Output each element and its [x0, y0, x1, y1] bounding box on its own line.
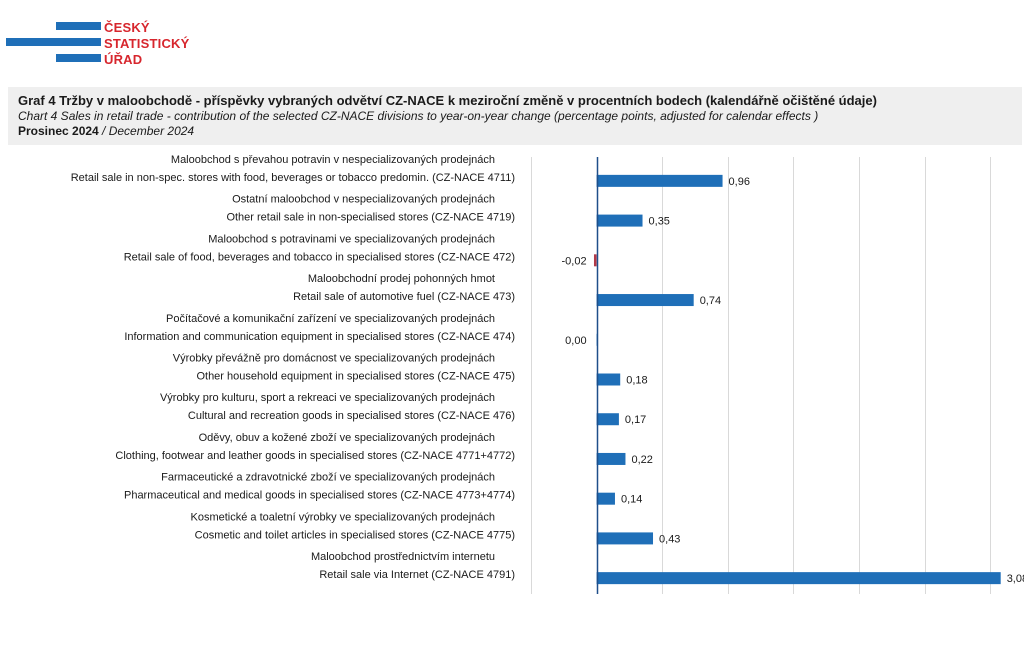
bar	[593, 254, 597, 267]
logo-bar-bottom	[56, 54, 101, 62]
csu-logo: ČESKÝ STATISTICKÝ ÚŘAD	[6, 18, 206, 70]
category-label-cz: Výrobky pro kulturu, sport a rekreaci ve…	[160, 392, 495, 404]
category-label-cz: Maloobchod prostřednictvím internetu	[311, 551, 495, 563]
category-label-cz: Maloobchod s převahou potravin v nespeci…	[171, 154, 495, 166]
data-label: -0,02	[562, 255, 587, 267]
bar	[596, 174, 723, 187]
category-label-cz: Počítačové a komunikační zařízení ve spe…	[166, 313, 495, 325]
chart-title-en: Chart 4 Sales in retail trade - contribu…	[18, 109, 819, 123]
category-label-en: Retail sale in non-spec. stores with foo…	[71, 172, 515, 184]
category-label-cz: Ostatní maloobchod v nespecializovaných …	[232, 194, 495, 206]
data-label: 0,22	[631, 454, 652, 466]
category-label-cz: Výrobky převážně pro domácnost ve specia…	[173, 353, 495, 365]
category-label-en: Other household equipment in specialised…	[196, 371, 515, 383]
logo-bar-top	[56, 22, 101, 30]
category-label-en: Clothing, footwear and leather goods in …	[115, 450, 515, 462]
category-label-en: Pharmaceutical and medical goods in spec…	[124, 490, 515, 502]
category-label-en: Retail sale of food, beverages and tobac…	[124, 251, 515, 263]
data-label: 0,18	[626, 375, 647, 387]
bar	[596, 294, 694, 307]
category-label-en: Other retail sale in non-specialised sto…	[226, 212, 515, 224]
category-label-cz: Maloobchod s potravinami ve specializova…	[208, 233, 495, 245]
chart-header: Graf 4 Tržby v maloobchodě - příspěvky v…	[8, 87, 1022, 145]
logo-bar-middle	[6, 38, 101, 46]
category-label-en: Cultural and recreation goods in special…	[188, 410, 515, 422]
chart-period: Prosinec 2024 / December 2024	[18, 124, 194, 138]
data-label: 0,96	[729, 176, 750, 188]
category-label-cz: Maloobchodní prodej pohonných hmot	[308, 273, 495, 285]
category-label-cz: Farmaceutické a zdravotnické zboží ve sp…	[161, 472, 495, 484]
period-cz: Prosinec 2024	[18, 124, 99, 138]
category-label-en: Cosmetic and toilet articles in speciali…	[195, 529, 515, 541]
bar	[596, 492, 615, 505]
bar	[596, 572, 1001, 585]
data-label: 0,43	[659, 533, 680, 545]
category-label-cz: Kosmetické a toaletní výrobky ve special…	[191, 511, 496, 523]
bar	[596, 532, 654, 545]
data-label: 0,35	[649, 216, 670, 228]
logo-line-2: STATISTICKÝ	[104, 36, 190, 51]
category-label-en: Information and communication equipment …	[124, 331, 515, 343]
bar	[596, 214, 643, 227]
bar	[596, 452, 626, 465]
logo-line-1: ČESKÝ	[104, 20, 150, 35]
category-label-cz: Oděvy, obuv a kožené zboží ve specializo…	[199, 432, 495, 444]
data-label: 0,17	[625, 414, 646, 426]
data-label: 0,14	[621, 494, 642, 506]
bar	[596, 413, 619, 426]
period-en: / December 2024	[98, 124, 195, 138]
data-label: 3,08	[1007, 573, 1024, 585]
data-label: 0,00	[565, 335, 586, 347]
data-label: 0,74	[700, 295, 721, 307]
category-label-en: Retail sale via Internet (CZ-NACE 4791)	[319, 569, 515, 581]
logo-line-3: ÚŘAD	[104, 52, 143, 67]
category-label-en: Retail sale of automotive fuel (CZ-NACE …	[293, 291, 515, 303]
chart-title-cz: Graf 4 Tržby v maloobchodě - příspěvky v…	[18, 93, 877, 108]
bar	[596, 373, 621, 386]
